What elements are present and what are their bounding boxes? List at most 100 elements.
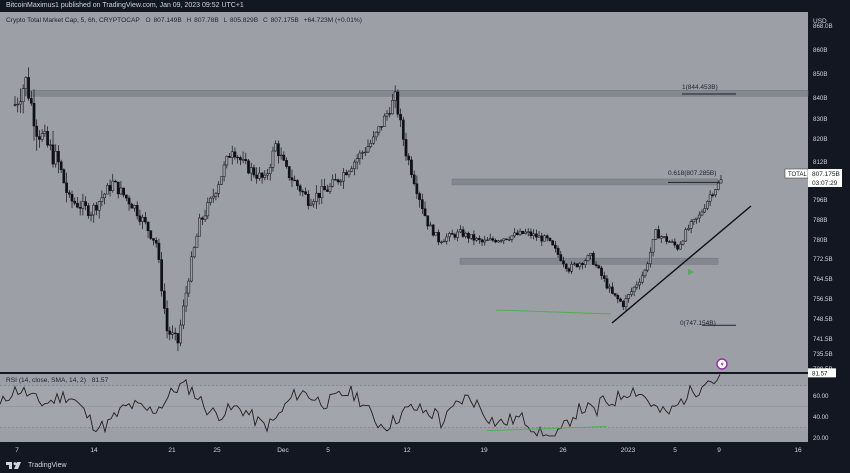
candle-body [168, 330, 172, 335]
candle-body [347, 170, 351, 176]
candle-body [643, 269, 647, 277]
candle-body [586, 255, 590, 261]
candle-body [450, 233, 454, 235]
candle-body [32, 103, 36, 127]
candle-body [309, 203, 313, 206]
candle-body [105, 185, 109, 195]
candle-body [228, 156, 231, 158]
candle-body [581, 263, 584, 265]
price-tick-label: 748.5B [813, 316, 833, 323]
price-tick-label: 840B [813, 95, 827, 102]
candle-body [570, 264, 574, 272]
candle-body [179, 324, 182, 344]
candle-body [467, 232, 470, 239]
candle-body [46, 131, 49, 146]
pane-separator [0, 372, 808, 374]
price-tick-label: 772.5B [813, 256, 833, 263]
candle-body [708, 194, 712, 202]
candle-body [529, 231, 533, 237]
rsi-tick-label: 60.00 [813, 393, 829, 400]
candle-body [298, 185, 302, 192]
candle-body [336, 179, 340, 183]
candle-body [706, 201, 709, 209]
candle-body [524, 231, 527, 234]
candle-body [239, 157, 242, 161]
candle-body [353, 161, 356, 169]
candle-body [515, 232, 519, 235]
candle-body [434, 232, 438, 236]
candle-body [597, 265, 601, 269]
candle-body [453, 234, 457, 238]
candle-body [149, 230, 153, 239]
candle-body [385, 113, 389, 117]
candle-body [412, 174, 416, 184]
candle-body [111, 180, 115, 191]
tradingview-logo-icon [6, 462, 21, 469]
candle-body [342, 172, 345, 182]
candle-body [391, 100, 394, 115]
candle-body [192, 247, 196, 258]
candle-body [282, 154, 286, 161]
candle-body [271, 150, 275, 168]
candle-body [630, 291, 633, 295]
candle-body [486, 239, 489, 241]
candle-body [331, 179, 335, 187]
candle-body [608, 286, 612, 289]
chart-canvas[interactable]: Crypto Total Market Cap, 5, 6h, CRYPTOCA… [0, 12, 850, 458]
legend-low: 805.829B [230, 17, 259, 24]
time-tick-label: 7 [15, 447, 19, 454]
time-tick-label: 9 [717, 447, 721, 454]
candle-body [673, 241, 677, 246]
price-axis-unit: USD [813, 18, 827, 25]
candle-body [627, 294, 631, 299]
candle-body [355, 158, 359, 163]
candle-body [711, 194, 715, 196]
candle-body [415, 183, 419, 194]
time-tick-label: Dec [277, 447, 289, 454]
candle-body [469, 234, 473, 239]
candle-body [263, 174, 267, 178]
price-tick-label: 812B [813, 159, 827, 166]
candle-body [203, 215, 207, 220]
candle-body [602, 275, 606, 279]
candle-body [54, 151, 58, 165]
candle-body [81, 201, 85, 209]
candle-body [535, 233, 538, 238]
time-axis[interactable] [0, 442, 850, 458]
candle-body [401, 119, 405, 140]
time-tick-label: 12 [403, 447, 411, 454]
candle-body [287, 166, 291, 178]
price-tick-label: 850B [813, 71, 827, 78]
candle-body [70, 193, 74, 202]
candle-body [366, 146, 370, 153]
candle-body [255, 174, 259, 179]
candle-body [143, 217, 147, 223]
candle-body [141, 217, 144, 222]
ascending-trendline [611, 205, 752, 324]
candle-body [230, 151, 234, 158]
candle-body [146, 221, 150, 232]
candle-body [59, 161, 63, 170]
candle-body [268, 167, 272, 174]
candle-body [48, 144, 52, 146]
publish-header-text: BitcoinMaximus1 published on TradingView… [6, 2, 244, 9]
candle-body [363, 151, 367, 154]
candle-body [24, 77, 28, 89]
candle-body [62, 169, 66, 184]
candle-body [293, 179, 297, 182]
candle-body [624, 298, 628, 308]
candle-body [19, 101, 22, 105]
candle-body [277, 143, 280, 157]
candle-body [372, 136, 375, 144]
alert-icon[interactable] [716, 358, 728, 370]
candle-body [225, 156, 229, 166]
candle-body [201, 217, 204, 220]
candle-body [114, 180, 117, 183]
candle-body [600, 267, 603, 276]
candle-body [138, 215, 142, 222]
candle-body [502, 238, 506, 241]
legend-high: 807.78B [194, 17, 219, 24]
candle-body [76, 202, 79, 208]
price-pane[interactable] [0, 12, 808, 372]
